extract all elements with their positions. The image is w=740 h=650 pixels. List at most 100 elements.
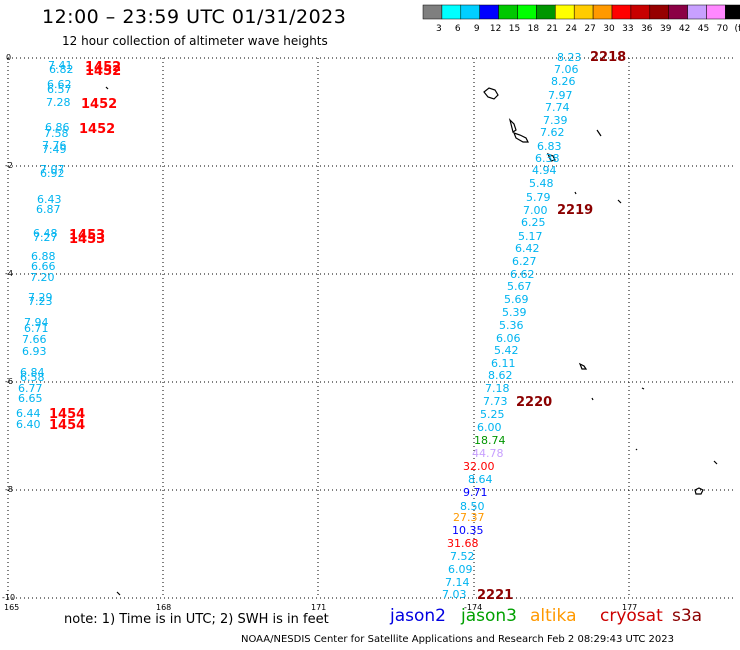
colorbar-label: 15: [509, 24, 520, 34]
time-label: 1452: [85, 60, 121, 75]
wave-height-label: 6.25: [521, 216, 546, 229]
map-title: 12:00 – 23:59 UTC 01/31/2023: [42, 6, 347, 28]
island-shape: [546, 152, 556, 162]
colorbar-swatch: [555, 4, 575, 20]
wave-height-label: 6.82: [49, 63, 74, 76]
wave-height-label: 5.48: [529, 177, 554, 190]
wave-height-label: 6.11: [491, 357, 516, 370]
time-label: 1453: [69, 228, 105, 243]
wave-height-label: 6.65: [18, 392, 43, 405]
wave-height-label: 8.26: [551, 75, 576, 88]
colorbar-swatch: [460, 4, 480, 20]
wave-height-label: 5.79: [526, 191, 551, 204]
colorbar-swatch: [706, 4, 726, 20]
wave-height-label: 6.57: [47, 83, 72, 96]
wave-height-label: 7.49: [42, 143, 67, 156]
colorbar-label: 27: [584, 24, 595, 34]
island-shape: [508, 118, 517, 133]
colorbar-swatch: [536, 4, 556, 20]
wave-height-label: 6.92: [40, 167, 65, 180]
wave-height-label: 32.00: [463, 460, 495, 473]
map-subtitle: 12 hour collection of altimeter wave hei…: [62, 34, 328, 48]
wave-height-label: 7.58: [44, 127, 69, 140]
time-label: 2220: [516, 395, 552, 410]
wave-height-label: 6.43: [37, 193, 62, 206]
wave-height-label: 6.83: [537, 140, 562, 153]
colorbar-label: 9: [474, 24, 480, 34]
wave-height-label: 6.09: [448, 563, 473, 576]
wave-height-label: 6.06: [496, 332, 521, 345]
time-label: 1452: [85, 64, 121, 79]
island-shape: [635, 448, 638, 451]
legend-cryosat: cryosat: [600, 606, 663, 626]
wave-height-label: 7.06: [554, 63, 579, 76]
colorbar-swatch: [422, 4, 443, 20]
colorbar-label: 45: [698, 24, 709, 34]
wave-height-label: 5.67: [507, 280, 532, 293]
wave-height-label: 6.66: [31, 260, 56, 273]
y-tick-label: 0: [6, 53, 11, 62]
x-tick-label: 177: [622, 603, 637, 612]
y-tick-label: -8: [5, 485, 13, 494]
wave-height-label: 7.20: [30, 271, 55, 284]
legend-jason3: jason3: [461, 606, 517, 626]
colorbar-swatch: [611, 4, 632, 20]
wave-height-label: 5.36: [499, 319, 524, 332]
colorbar-label: 18: [528, 24, 540, 34]
wave-height-label: 6.00: [477, 421, 502, 434]
wave-height-label: 7.00: [523, 204, 548, 217]
island-shape: [116, 591, 121, 596]
wave-height-label: 7.74: [545, 101, 570, 114]
colorbar-label: 36: [641, 24, 653, 34]
footer-credit: NOAA/NESDIS Center for Satellite Applica…: [241, 634, 674, 645]
colorbar-swatch: [441, 4, 462, 20]
wave-height-label: 6.38: [535, 152, 560, 165]
colorbar-label: 39: [660, 24, 672, 34]
wave-height-label: 7.18: [485, 382, 510, 395]
track-west-values: 7.416.82 6.626.577.28 6.867.587.767.49 7.07…: [16, 59, 74, 431]
time-label: 1452: [81, 97, 117, 112]
wave-height-label: 9.71: [463, 486, 488, 499]
island-shape: [694, 487, 704, 495]
wave-height-label: 6.42: [515, 242, 540, 255]
wave-height-label: 5.25: [480, 408, 505, 421]
wave-height-label: 27.37: [453, 511, 485, 524]
time-labels: 1452145214521452145314531454145422182219…: [49, 50, 626, 603]
wave-height-label: 6.27: [512, 255, 537, 268]
wave-height-label: 10.35: [452, 524, 484, 537]
wave-height-label: 6.86: [45, 121, 70, 134]
wave-height-label: 44.78: [472, 447, 504, 460]
island-shape: [512, 132, 529, 143]
wave-height-label: 7.41: [48, 59, 73, 72]
wave-height-label: 6.71: [24, 322, 49, 335]
colorbar-label: 30: [603, 24, 615, 34]
time-label: 1452: [79, 122, 115, 137]
x-axis-labels: 165 168 171 -174 177: [4, 603, 637, 612]
wave-height-label: 7.94: [24, 316, 49, 329]
colorbar-swatch: [498, 4, 518, 20]
y-axis-labels: 0 -2 -4 -6 -8 -10: [2, 53, 15, 602]
colorbar-label: 70: [717, 24, 729, 34]
wave-height-label: 8.62: [488, 369, 513, 382]
legend-jason2: jason2: [390, 606, 446, 626]
time-label: 2219: [557, 203, 593, 218]
wave-height-label: 8.23: [557, 51, 582, 64]
wave-height-label: 7.52: [450, 550, 475, 563]
time-label: 2221: [477, 588, 513, 603]
wave-height-label: 6.48: [33, 227, 58, 240]
wave-height-label: 5.17: [518, 230, 543, 243]
island-shape: [483, 87, 499, 100]
island-shape: [591, 397, 594, 401]
wave-height-label: 7.03: [442, 588, 467, 601]
island-shape: [578, 362, 588, 370]
wave-height-label: 6.62: [47, 78, 72, 91]
y-tick-label: -2: [5, 161, 13, 170]
legend-s3a: s3a: [672, 606, 703, 626]
island-shape: [596, 129, 602, 137]
y-tick-label: -6: [5, 377, 13, 386]
colorbar-label: (ft): [735, 24, 740, 34]
wave-height-label: 7.97: [548, 89, 573, 102]
wave-height-label: 7.39: [543, 114, 568, 127]
x-tick-label: -174: [464, 603, 482, 612]
